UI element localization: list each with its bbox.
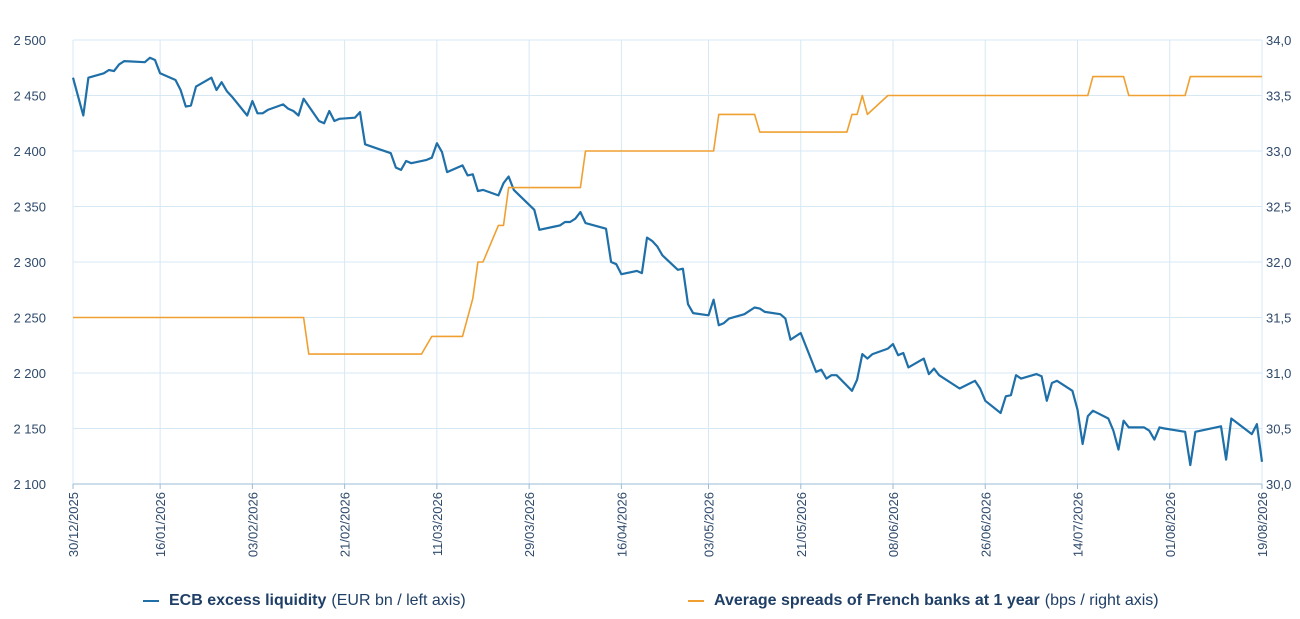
gridlines (72, 39, 1263, 485)
series-line-french-spreads (73, 75, 1262, 355)
x-tick-label: 21/05/2026 (794, 492, 809, 557)
y-left-tick-label: 2 200 (13, 366, 46, 381)
y-right-tick-label: 31,0 (1266, 366, 1291, 381)
x-tick-label: 14/07/2026 (1071, 492, 1086, 557)
y-right-tick-label: 33,0 (1266, 144, 1291, 159)
x-tick-label: 01/08/2026 (1163, 492, 1178, 557)
x-tick-label: 16/04/2026 (614, 492, 629, 557)
legend-unit-ecb-liquidity: (EUR bn / left axis) (331, 592, 466, 609)
x-tick-label: 30/12/2025 (66, 492, 81, 557)
y-left-tick-label: 2 250 (13, 311, 46, 326)
x-tick-label: 03/05/2026 (702, 492, 717, 557)
series-line-ecb-liquidity (71, 56, 1264, 467)
y-left-tick-label: 2 300 (13, 255, 46, 270)
x-tick-label: 26/06/2026 (978, 492, 993, 557)
series-lines (71, 56, 1264, 467)
y-right-tick-label: 33,5 (1266, 89, 1291, 104)
x-tick-label: 29/03/2026 (522, 492, 537, 557)
x-tick-label: 16/01/2026 (153, 492, 168, 557)
y-right-tick-label: 30,0 (1266, 477, 1291, 492)
legend-swatch-french-spreads (688, 600, 704, 602)
legend-swatch-ecb-liquidity (143, 600, 159, 602)
y-right-tick-label: 32,0 (1266, 255, 1291, 270)
x-tick-label: 21/02/2026 (338, 492, 353, 557)
y-left-tick-label: 2 450 (13, 89, 46, 104)
x-tick-label: 19/08/2026 (1255, 492, 1270, 557)
y-left-tick-label: 2 400 (13, 144, 46, 159)
x-tick-label: 08/06/2026 (886, 492, 901, 557)
legend-item-ecb-liquidity: ECB excess liquidity (EUR bn / left axis… (143, 592, 466, 610)
legend-unit-french-spreads: (bps / right axis) (1044, 592, 1159, 609)
x-tick-label: 11/03/2026 (430, 492, 445, 556)
x-tick-label: 03/02/2026 (245, 492, 260, 557)
legend-item-french-spreads: Average spreads of French banks at 1 yea… (688, 592, 1159, 610)
y-left-tick-label: 2 100 (13, 477, 46, 492)
y-right-tick-label: 31,5 (1266, 311, 1291, 326)
y-left-tick-label: 2 350 (13, 200, 46, 215)
y-right-tick-label: 32,5 (1266, 200, 1291, 215)
legend-label-ecb-liquidity: ECB excess liquidity (169, 592, 327, 609)
y-right-tick-label: 30,5 (1266, 422, 1291, 437)
legend-label-french-spreads: Average spreads of French banks at 1 yea… (714, 592, 1040, 609)
y-right-tick-label: 34,0 (1266, 33, 1291, 48)
y-left-tick-label: 2 150 (13, 422, 46, 437)
axes: 2 100 30,0 2 150 30,5 2 200 31,0 2 250 31,5 2 30… (13, 33, 1291, 557)
y-left-tick-label: 2 500 (13, 33, 46, 48)
